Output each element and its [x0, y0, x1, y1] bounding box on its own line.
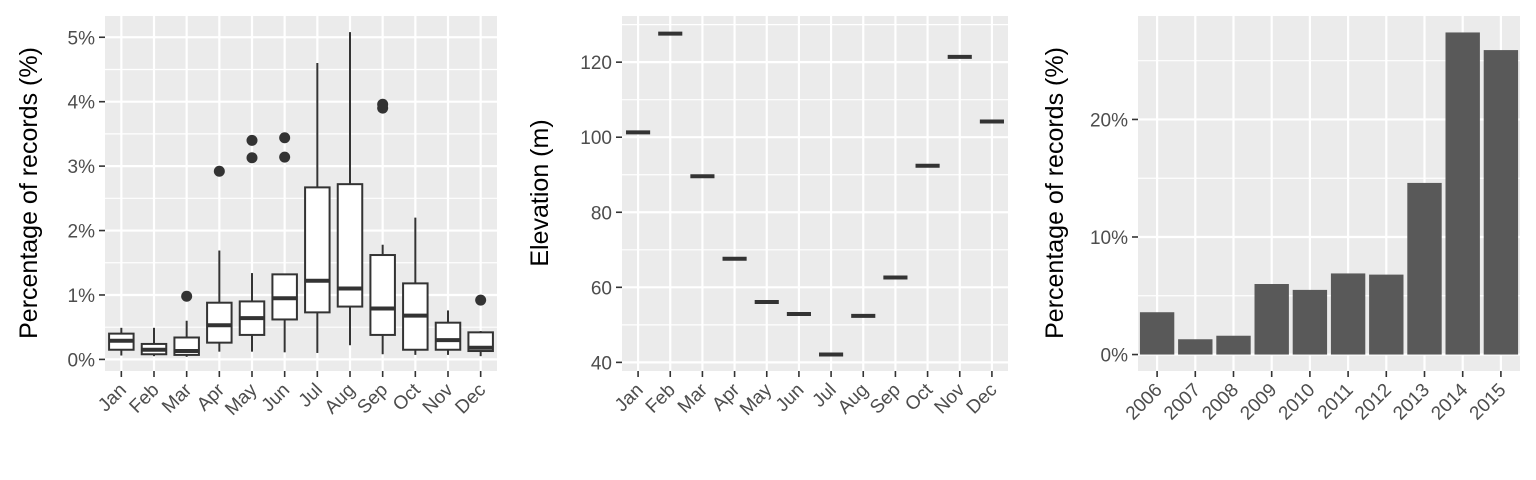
box-jun — [271, 132, 298, 353]
x-tick-label: May — [221, 379, 262, 420]
box-outlier — [377, 98, 389, 110]
x-tick-label: Apr — [193, 379, 229, 415]
bar-2007 — [1178, 339, 1213, 355]
box-outlier — [279, 151, 291, 163]
box-nov — [434, 310, 462, 355]
y-tick-label: 1% — [68, 286, 96, 307]
yearly-bar-chart: 0% 10% 20% 20062007200820092010201120122013… — [1041, 16, 1520, 424]
bar-2008 — [1216, 335, 1251, 355]
x-tick-label: 2014 — [1427, 379, 1472, 424]
y-tick-label: 0% — [68, 350, 96, 371]
box-mar — [173, 290, 200, 357]
x-tick-label: Dec — [451, 380, 490, 419]
y-tick-label: 10% — [1090, 228, 1128, 249]
bar-2012 — [1369, 274, 1404, 355]
bar-2015 — [1483, 50, 1519, 355]
bar-2013 — [1407, 182, 1442, 355]
box-feb — [140, 327, 168, 357]
x-tick-label: Jan — [611, 380, 648, 417]
y-tick-label: 20% — [1090, 110, 1128, 131]
box-apr — [206, 165, 233, 352]
x-tick-label: 2011 — [1314, 380, 1358, 424]
y-tick-label: 5% — [68, 28, 96, 49]
x-tick-label: Mar — [158, 379, 196, 417]
y-tick-label: 4% — [68, 93, 96, 114]
monthly-elevation-grid — [622, 16, 1008, 371]
monthly-elevation-panel — [622, 16, 1008, 371]
x-tick-label: 2007 — [1160, 380, 1205, 425]
bar-2006 — [1139, 312, 1175, 355]
yearly-bar-y-axis-title: Percentage of records (%) — [1041, 47, 1069, 339]
x-tick-label: Oct — [901, 379, 937, 415]
x-tick-label: Jun — [258, 380, 295, 417]
box-body — [206, 301, 233, 344]
y-tick-label: 60 — [591, 278, 612, 299]
box-sep — [369, 98, 396, 355]
box-outlier — [246, 152, 258, 164]
x-tick-label: Apr — [708, 379, 744, 415]
x-tick-label: Oct — [389, 379, 425, 415]
y-tick-label: 2% — [68, 222, 96, 243]
bar-2014 — [1445, 32, 1480, 355]
box-outlier — [181, 290, 193, 302]
y-tick-label: 100 — [580, 128, 612, 149]
x-tick-label: 2010 — [1275, 380, 1320, 425]
box-dec — [467, 294, 494, 357]
x-tick-label: Jul — [295, 380, 327, 412]
monthly-boxplot-panel — [105, 16, 497, 371]
x-tick-label: 2012 — [1351, 380, 1396, 425]
x-tick-label: Jan — [94, 380, 131, 417]
x-tick-label: Nov — [931, 379, 970, 418]
bar-2011 — [1330, 273, 1366, 355]
box-outlier — [279, 132, 291, 144]
monthly-elevation-y-axis-title: Elevation (m) — [526, 119, 554, 266]
box-may — [238, 134, 266, 352]
y-tick-label: 0% — [1101, 346, 1129, 367]
box-body — [304, 186, 331, 314]
x-tick-label: 2008 — [1198, 380, 1243, 425]
box-outlier — [213, 165, 225, 177]
x-tick-label: Aug — [321, 380, 360, 419]
x-tick-label: 2015 — [1466, 380, 1511, 425]
x-tick-label: Sep — [353, 380, 392, 419]
x-tick-label: Dec — [963, 380, 1002, 419]
y-tick-label: 3% — [68, 157, 96, 178]
box-oct — [402, 217, 429, 355]
x-tick-label: Feb — [126, 380, 164, 418]
box-outlier — [246, 134, 258, 146]
y-tick-label: 80 — [591, 203, 612, 224]
x-tick-label: 2009 — [1236, 380, 1281, 425]
x-tick-label: 2013 — [1389, 380, 1434, 425]
box-jan — [108, 327, 135, 356]
monthly-boxplot-y-axis-title: Percentage of records (%) — [15, 47, 43, 339]
y-tick-label: 120 — [580, 53, 612, 74]
x-tick-label: Feb — [642, 380, 680, 418]
x-tick-label: 2006 — [1122, 380, 1167, 425]
monthly-elevation-marks — [626, 31, 1004, 357]
x-tick-label: Jun — [772, 380, 809, 417]
yearly-bar-marks — [1139, 32, 1519, 355]
monthly-boxplot-marks — [108, 32, 494, 357]
box-outlier — [475, 294, 487, 306]
box-body — [369, 254, 396, 336]
box-jul — [304, 63, 331, 353]
bar-2009 — [1254, 284, 1289, 355]
box-body — [336, 183, 364, 308]
box-aug — [336, 32, 364, 346]
y-tick-label: 40 — [591, 353, 612, 374]
bar-2010 — [1292, 289, 1328, 355]
x-tick-label: Aug — [834, 380, 873, 419]
x-tick-label: May — [736, 379, 777, 420]
box-body — [434, 321, 462, 351]
x-tick-label: Sep — [866, 380, 905, 419]
x-tick-label: Mar — [674, 379, 712, 417]
x-tick-label: Nov — [419, 379, 458, 418]
x-tick-label: Jul — [809, 380, 841, 412]
